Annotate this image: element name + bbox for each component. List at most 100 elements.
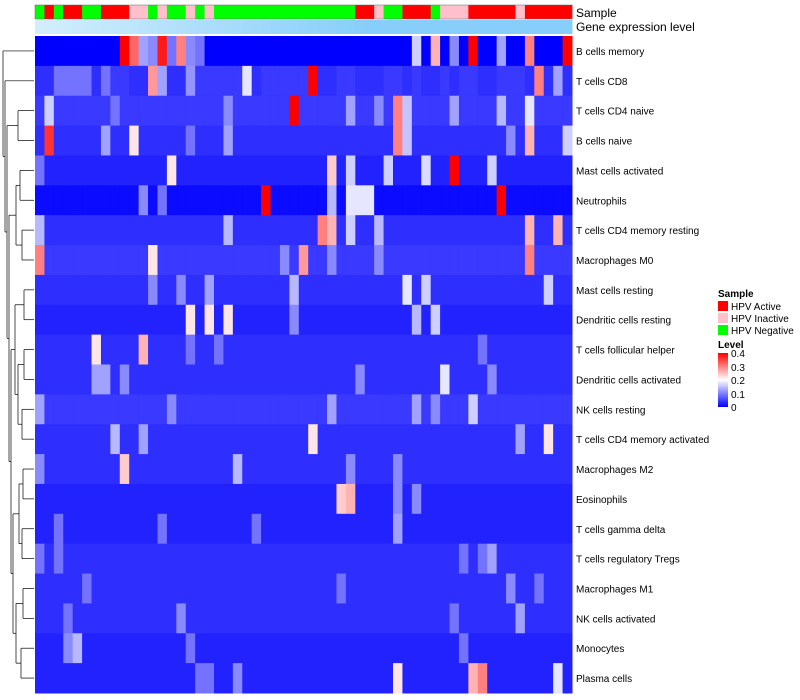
heatmap-cell bbox=[289, 424, 300, 455]
heatmap-cell bbox=[402, 215, 413, 246]
heatmap-cell bbox=[242, 543, 253, 575]
heatmap-cell bbox=[261, 603, 272, 634]
heatmap-cell bbox=[204, 36, 215, 67]
heatmap-cell bbox=[487, 215, 498, 246]
heatmap-cell bbox=[496, 245, 507, 276]
heatmap-cell bbox=[515, 573, 526, 604]
sample-annotation-cell bbox=[562, 5, 573, 19]
heatmap-cell bbox=[270, 633, 281, 664]
heatmap-cell bbox=[449, 394, 460, 425]
row-label: B cells naive bbox=[576, 137, 633, 148]
heatmap-cell bbox=[148, 95, 158, 127]
heatmap-cell bbox=[166, 513, 177, 545]
heatmap-cell bbox=[374, 155, 385, 186]
heatmap-cell bbox=[440, 155, 451, 186]
heatmap-cell bbox=[562, 603, 573, 634]
heatmap-cell bbox=[44, 274, 55, 306]
heatmap-cell bbox=[327, 95, 337, 127]
heatmap-cell bbox=[157, 95, 168, 127]
heatmap-cell bbox=[411, 125, 422, 156]
heatmap-cell bbox=[185, 394, 196, 425]
heatmap-cell bbox=[468, 513, 479, 545]
heatmap-cell bbox=[364, 364, 375, 395]
row-label: Mast cells resting bbox=[576, 286, 653, 297]
heatmap-cell bbox=[251, 304, 262, 336]
heatmap-cell bbox=[44, 454, 55, 485]
sample-annotation-cell bbox=[402, 5, 413, 19]
heatmap-cell bbox=[223, 513, 234, 545]
heatmap-cell bbox=[364, 125, 375, 156]
heatmap-cell bbox=[402, 155, 413, 186]
heatmap-cell bbox=[35, 603, 45, 634]
heatmap-cell bbox=[35, 125, 45, 156]
row-label: T cells regulatory Tregs bbox=[576, 555, 680, 566]
heatmap-cell bbox=[82, 364, 93, 395]
heatmap-cell bbox=[543, 155, 554, 186]
heatmap-cell bbox=[506, 603, 516, 634]
heatmap-cell bbox=[166, 364, 177, 395]
sample-annotation-cell bbox=[270, 5, 281, 19]
heatmap-cell bbox=[562, 394, 573, 425]
sample-annotation-cell bbox=[534, 5, 545, 19]
heatmap-cell bbox=[364, 36, 375, 67]
gene-expression-annotation-cell bbox=[270, 20, 281, 34]
heatmap-cell bbox=[477, 483, 488, 515]
heatmap-cell bbox=[336, 394, 347, 425]
heatmap-cell bbox=[553, 304, 564, 336]
heatmap-cell bbox=[176, 573, 187, 604]
heatmap-cell bbox=[411, 424, 422, 455]
heatmap-cell bbox=[496, 633, 507, 664]
heatmap-cell bbox=[204, 185, 215, 216]
heatmap-cell bbox=[298, 95, 309, 127]
heatmap-cell bbox=[308, 633, 319, 664]
heatmap-cell bbox=[524, 334, 535, 365]
heatmap-cell bbox=[364, 663, 375, 694]
heatmap-cell bbox=[166, 185, 177, 216]
heatmap-cell bbox=[355, 95, 366, 127]
heatmap-cell bbox=[100, 274, 111, 306]
heatmap-cell bbox=[242, 603, 253, 634]
heatmap-cell bbox=[100, 424, 111, 455]
heatmap-cell bbox=[148, 155, 158, 186]
sample-annotation-border bbox=[34, 4, 573, 20]
heatmap-cell bbox=[562, 36, 573, 67]
heatmap-cell bbox=[204, 394, 215, 425]
heatmap-cell bbox=[138, 663, 149, 694]
heatmap-cell bbox=[393, 394, 403, 425]
heatmap-cell bbox=[562, 334, 573, 365]
row-labels: B cells memory T cells CD8 T cells CD4 nai… bbox=[576, 47, 709, 685]
heatmap-cell bbox=[63, 334, 74, 365]
heatmap-cell bbox=[440, 424, 451, 455]
heatmap-cell bbox=[119, 663, 130, 694]
heatmap-cell bbox=[185, 364, 196, 395]
heatmap-cell bbox=[515, 274, 526, 306]
heatmap-cell bbox=[543, 633, 554, 664]
heatmap-cell bbox=[214, 334, 224, 365]
heatmap-cell bbox=[383, 125, 394, 156]
heatmap-cell bbox=[543, 125, 554, 156]
heatmap-cell bbox=[506, 364, 516, 395]
heatmap-cell bbox=[204, 245, 215, 276]
heatmap-cell bbox=[496, 125, 507, 156]
heatmap-cell bbox=[261, 454, 272, 485]
heatmap-cell bbox=[336, 483, 347, 515]
heatmap-cell bbox=[524, 513, 535, 545]
heatmap-cell bbox=[468, 155, 479, 186]
heatmap-cell bbox=[44, 543, 55, 575]
sample-annotation-cell bbox=[35, 5, 45, 19]
heatmap-cell bbox=[204, 633, 215, 664]
heatmap-cell bbox=[261, 573, 272, 604]
heatmap-cell bbox=[157, 185, 168, 216]
gene-expression-annotation-cell bbox=[242, 20, 253, 34]
heatmap-cell bbox=[515, 215, 526, 246]
heatmap-cell bbox=[411, 274, 422, 306]
heatmap-cell bbox=[82, 185, 93, 216]
heatmap-cell bbox=[72, 155, 83, 186]
sample-annotation-cell bbox=[223, 5, 234, 19]
sample-annotation-bar bbox=[34, 4, 573, 20]
heatmap-cell bbox=[355, 543, 366, 575]
heatmap-cell bbox=[374, 663, 385, 694]
heatmap-cell bbox=[119, 185, 130, 216]
heatmap-cell bbox=[100, 483, 111, 515]
heatmap-cell bbox=[543, 573, 554, 604]
